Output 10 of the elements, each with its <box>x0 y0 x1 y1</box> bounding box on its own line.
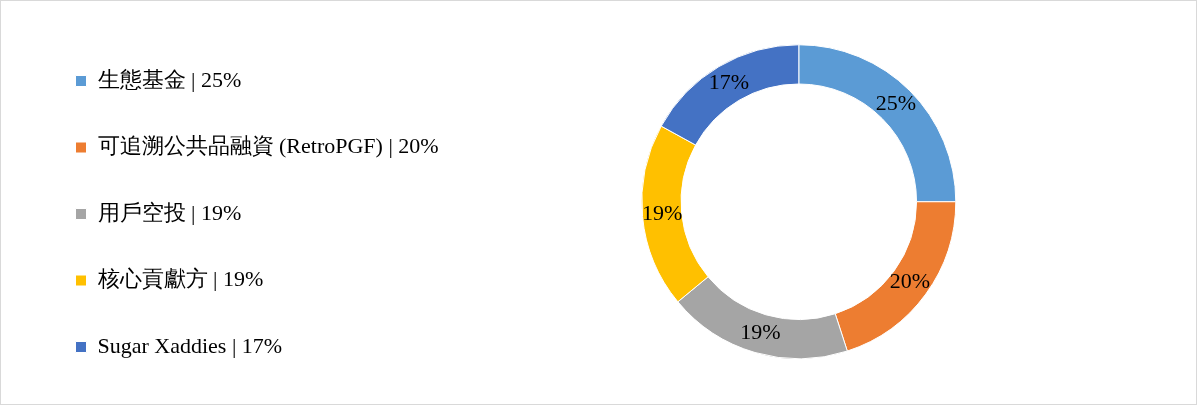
data-label: 20% <box>889 268 931 294</box>
data-label: 19% <box>740 319 781 345</box>
data-label: 17% <box>708 69 750 95</box>
data-label: 25% <box>875 90 917 116</box>
legend-label: 可追溯公共品融資 (RetroPGF) | 20% <box>97 133 439 159</box>
data-label: 19% <box>641 200 683 226</box>
legend-label: 核心貢獻方 | 19% <box>96 266 264 292</box>
legend-label: Sugar Xaddies | 17% <box>97 332 283 358</box>
legend-label: 用戶空投 | 19% <box>97 199 242 225</box>
legend-label: 生態基金 | 25% <box>97 66 242 92</box>
